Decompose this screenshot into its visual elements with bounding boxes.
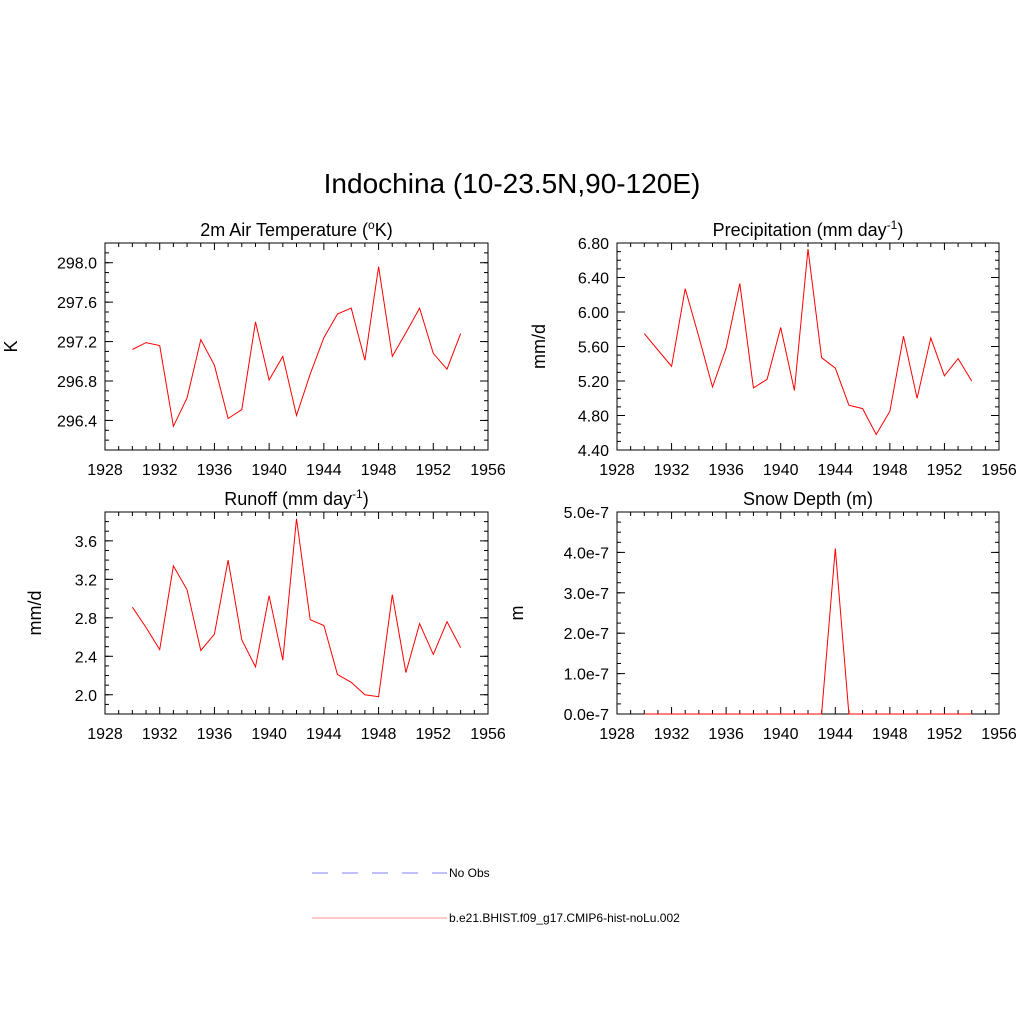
x-tick-label: 1928 [87,726,123,743]
x-tick-label: 1948 [361,726,397,743]
series-line [644,548,972,715]
x-tick-label: 1936 [197,726,233,743]
x-tick-label: 1932 [654,726,690,743]
y-tick-label: 4.40 [578,443,609,460]
x-tick-label: 1952 [927,726,963,743]
x-tick-label: 1936 [708,726,744,743]
y-tick-label: 5.60 [578,340,609,357]
y-axis-label: m [507,606,527,621]
chart-main-title: Indochina (10-23.5N,90-120E) [323,168,701,199]
x-tick-label: 1956 [470,726,506,743]
x-tick-label: 1936 [197,462,233,479]
x-tick-label: 1944 [817,462,853,479]
y-tick-label: 6.40 [578,271,609,288]
x-tick-label: 1944 [817,726,853,743]
x-tick-label: 1940 [763,462,799,479]
chart-panel-4: Snow Depth (m) 1928 1932 1936 1940 1944 1948 19… [507,489,1017,743]
x-tick-label: 1932 [142,462,178,479]
y-tick-label: 298.0 [57,256,97,273]
x-tick-label: 1940 [251,462,287,479]
series-line [132,266,462,428]
x-tick-label: 1932 [654,462,690,479]
y-tick-label: 4.0e-7 [564,545,609,562]
y-tick-label: 2.8 [75,611,97,628]
x-tick-label: 1944 [306,726,342,743]
x-tick-label: 1956 [470,462,506,479]
y-tick-label: 297.6 [57,295,97,312]
panel-title: Runoff (mm day-1) [224,487,368,509]
chart-panel-3: Runoff (mm day-1) 1928 1932 1936 1940 1944 194… [25,487,506,743]
y-axis-label: mm/d [25,591,45,636]
x-tick-label: 1952 [415,726,451,743]
y-tick-label: 6.80 [578,236,609,253]
y-tick-label: 296.8 [57,374,97,391]
legend: No Obs b.e21.BHIST.f09_g17.CMIP6-hist-noL… [312,866,680,925]
y-tick-label: 5.0e-7 [564,505,609,522]
y-tick-label: 4.80 [578,409,609,426]
x-tick-label: 1956 [981,726,1017,743]
x-tick-label: 1928 [87,462,123,479]
y-tick-label: 0.0e-7 [564,707,609,724]
legend-label-2: b.e21.BHIST.f09_g17.CMIP6-hist-noLu.002 [449,911,680,925]
plot-frame [104,511,489,715]
x-tick-label: 1940 [251,726,287,743]
panel-title: Snow Depth (m) [743,489,873,509]
x-tick-label: 1948 [872,462,908,479]
y-tick-label: 297.2 [57,335,97,352]
plot-frame [104,242,489,451]
x-tick-label: 1932 [142,726,178,743]
plot-frame [616,511,1000,715]
y-tick-label: 2.0e-7 [564,626,609,643]
chart-panel-1: 2m Air Temperature (oK) 1928 1932 1936 1940 1… [1,218,506,479]
y-tick-label: 6.00 [578,305,609,322]
y-tick-label: 3.0e-7 [564,586,609,603]
x-tick-label: 1948 [872,726,908,743]
x-tick-label: 1940 [763,726,799,743]
y-tick-label: 5.20 [578,374,609,391]
plot-frame [616,242,1000,451]
legend-label-1: No Obs [449,866,490,880]
y-tick-label: 2.0 [75,688,97,705]
panel-title: 2m Air Temperature (oK) [200,218,392,240]
x-tick-label: 1952 [415,462,451,479]
x-tick-label: 1948 [361,462,397,479]
y-axis-label: mm/d [529,324,549,369]
x-tick-label: 1944 [306,462,342,479]
y-tick-label: 2.4 [75,649,97,666]
x-tick-label: 1928 [599,726,635,743]
y-tick-label: 3.6 [75,534,97,551]
panel-title: Precipitation (mm day-1) [713,218,904,240]
x-tick-label: 1928 [599,462,635,479]
series-line [131,518,462,698]
series-line [643,248,973,436]
x-tick-label: 1952 [927,462,963,479]
x-tick-label: 1956 [981,462,1017,479]
y-tick-label: 296.4 [57,413,97,430]
y-tick-label: 1.0e-7 [564,667,609,684]
y-tick-label: 3.2 [75,572,97,589]
y-axis-label: K [1,340,21,352]
chart-panel-2: Precipitation (mm day-1) 1928 1932 1936 1940… [529,218,1017,479]
x-tick-label: 1936 [708,462,744,479]
